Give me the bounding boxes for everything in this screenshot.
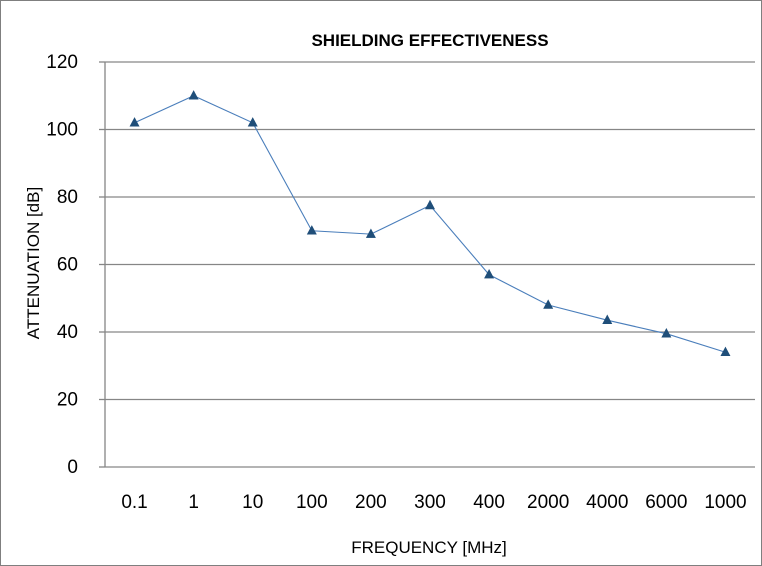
data-point-marker (188, 90, 199, 100)
data-point-marker (306, 225, 317, 235)
y-tick-label: 40 (57, 322, 78, 343)
data-point-marker (247, 117, 258, 127)
x-tick-label: 4000 (586, 492, 628, 513)
x-tick-labels: 0.1 1 10 100 200 300 400 2000 4000 6000 1000 (121, 492, 746, 513)
data-point-marker (661, 328, 672, 338)
x-tick-label: 6000 (645, 492, 687, 513)
y-tick-label: 100 (46, 120, 78, 141)
x-tick-label: 200 (355, 492, 387, 513)
y-tick-label: 20 (57, 390, 78, 411)
axes (99, 61, 755, 468)
data-point-marker (484, 268, 495, 279)
series-markers (129, 90, 731, 357)
x-tick-label: 1000 (704, 492, 746, 513)
x-tick-label: 0.1 (121, 492, 147, 513)
y-tick-label: 60 (57, 255, 78, 276)
y-tick-label: 0 (67, 457, 78, 478)
data-point-marker (129, 117, 140, 127)
y-tick-label: 120 (46, 52, 78, 73)
series-line (134, 95, 726, 353)
x-tick-label: 1 (188, 492, 199, 513)
data-point-marker (365, 228, 376, 238)
x-tick-label: 300 (414, 492, 446, 513)
y-tick-label: 80 (57, 187, 78, 208)
data-point-marker (720, 346, 731, 357)
series-line-0 (134, 95, 726, 353)
x-axis-label: FREQUENCY [MHz] (351, 538, 507, 557)
x-tick-label: 10 (242, 492, 263, 513)
y-axis-label: ATTENUATION [dB] (24, 187, 43, 339)
data-point-marker (425, 199, 435, 210)
data-point-marker (602, 314, 613, 324)
y-tick-labels: 0 20 40 60 80 100 120 (46, 52, 78, 478)
chart-title: SHIELDING EFFECTIVENESS (311, 31, 548, 50)
gridlines (105, 61, 755, 401)
x-tick-label: 2000 (527, 492, 569, 513)
x-tick-label: 100 (296, 492, 328, 513)
x-tick-label: 400 (473, 492, 505, 513)
data-point-marker (543, 299, 554, 309)
